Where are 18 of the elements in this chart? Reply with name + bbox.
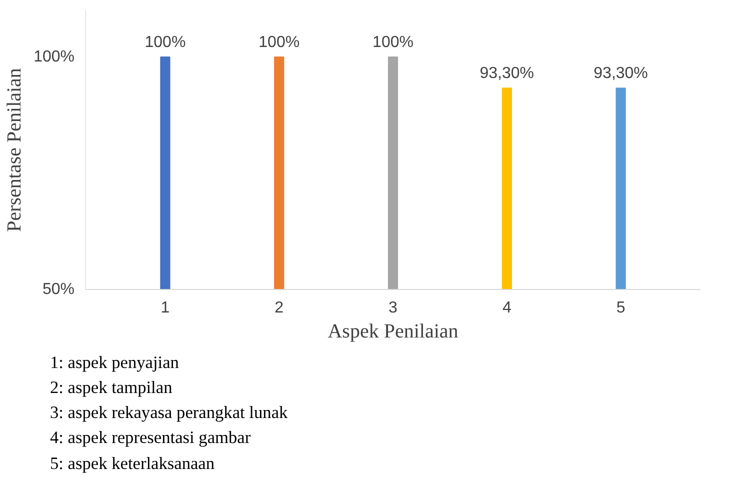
x-tick-label: 4	[502, 300, 512, 316]
text: 2: aspek tampilan	[50, 378, 172, 398]
x-axis-title: Aspek Penilaian	[328, 320, 458, 342]
text: 1: aspek penyajian	[50, 353, 179, 372]
text: 4: aspek representasi gambar	[50, 428, 251, 448]
y-tick-label: 50%	[42, 281, 75, 298]
x-tick-label: 5	[616, 300, 626, 316]
text: 5: aspek keterlaksanaan	[50, 454, 215, 472]
data-label: 100%	[372, 34, 414, 51]
data-label: 93,30%	[594, 65, 648, 82]
x-tick-label: 1	[160, 300, 170, 316]
text: 3: aspek rekayasa perangkat lunak	[50, 403, 288, 422]
data-label: 100%	[258, 34, 300, 51]
y-axis-title: Persentase Penilaian	[4, 68, 26, 232]
data-label: 93,30%	[480, 65, 534, 82]
x-tick-label: 2	[274, 300, 284, 316]
data-label: 100%	[144, 34, 186, 51]
x-tick-label: 3	[388, 300, 398, 316]
